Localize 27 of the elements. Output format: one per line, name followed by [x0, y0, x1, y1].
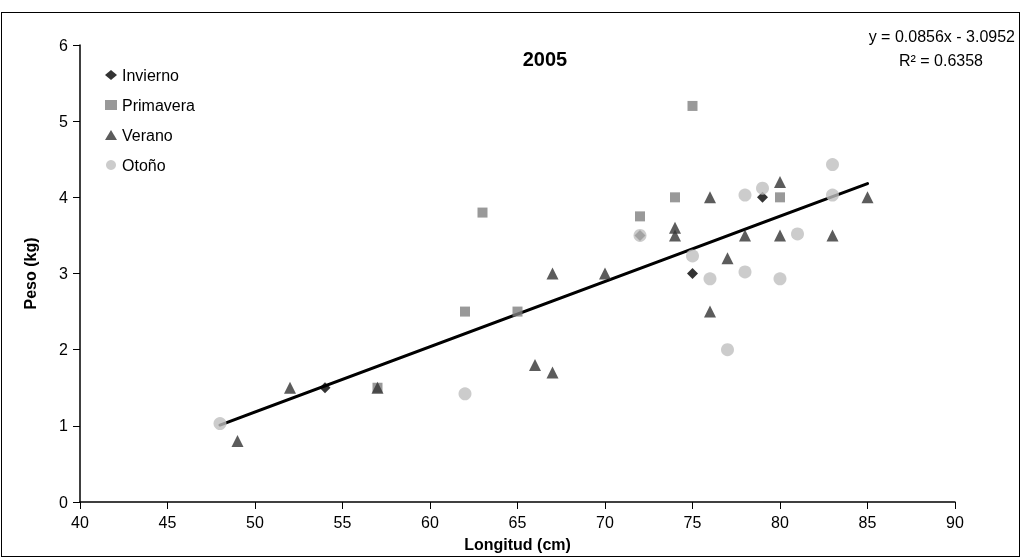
y-tick-label: 2 — [59, 341, 69, 359]
x-axis-title: Longitud (cm) — [464, 535, 571, 553]
x-tick-label: 85 — [858, 513, 877, 531]
x-tick-label: 65 — [508, 513, 527, 531]
x-tick-label: 50 — [246, 513, 264, 531]
x-tick-label: 80 — [771, 513, 789, 531]
x-tick-label: 75 — [683, 513, 702, 531]
y-tick-label: 3 — [59, 265, 69, 282]
x-tick-label: 40 — [71, 513, 89, 531]
x-tick-label: 60 — [421, 513, 439, 531]
y-tick-label: 4 — [59, 188, 69, 206]
y-tick-label: 1 — [59, 417, 69, 435]
y-tick-label: 6 — [59, 36, 69, 54]
legend-label: Primavera — [122, 96, 196, 114]
legend-label: Invierno — [122, 66, 180, 84]
annotation: R² = 0.6358 — [898, 51, 984, 69]
x-tick-label: 55 — [333, 513, 352, 531]
y-tick-label: 5 — [59, 112, 69, 130]
y-tick-label: 0 — [59, 493, 69, 511]
legend-label: Otoño — [122, 156, 166, 174]
x-tick-label: 90 — [946, 513, 964, 531]
chart-title: 2005 — [522, 48, 568, 70]
text: y = 0.0856x - 3.0952 — [868, 27, 1016, 45]
x-tick-label: 70 — [596, 513, 614, 531]
y-axis-title: Peso (kg) — [21, 237, 39, 310]
x-tick-label: 45 — [158, 513, 177, 531]
legend-label: Verano — [122, 126, 173, 144]
